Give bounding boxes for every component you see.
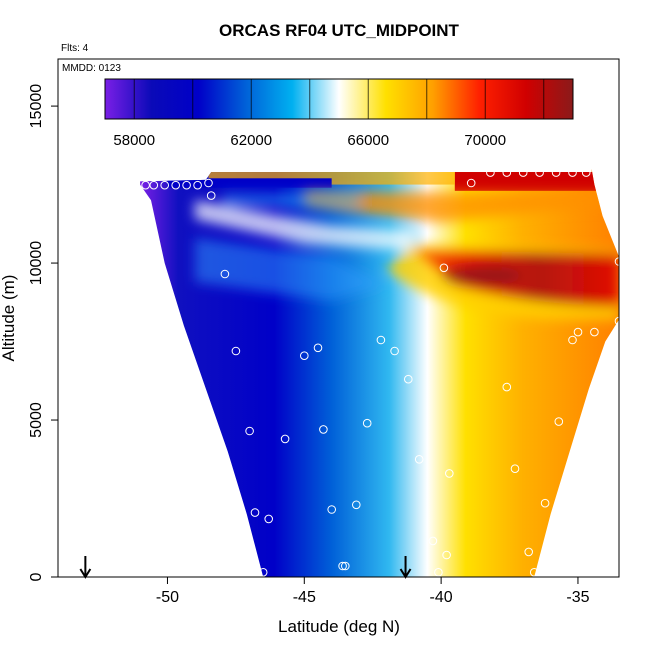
flight-marker: [510, 464, 520, 474]
flight-marker: [182, 180, 191, 190]
flight-markers: [141, 168, 619, 577]
flight-marker: [614, 257, 619, 266]
colorbar: 58000 62000 66000 70000: [104, 78, 574, 149]
flight-marker: [160, 180, 169, 190]
x-tick-label: -50: [156, 589, 179, 606]
position-arrows: [79, 556, 412, 579]
x-axis-label: Latitude (deg N): [278, 617, 400, 636]
flight-marker: [300, 351, 309, 361]
flight-marker: [250, 508, 260, 517]
colorbar-tick-label: 70000: [464, 132, 506, 149]
flight-marker: [551, 168, 561, 177]
flight-marker: [390, 346, 399, 356]
y-tick-label: 15000: [28, 84, 45, 129]
flight-marker: [341, 561, 350, 571]
colorbar-ticks: 58000 62000 66000 70000: [113, 132, 506, 149]
arrow-head: [79, 568, 92, 579]
colorbar-dividers: [133, 79, 545, 119]
flight-marker: [338, 561, 347, 571]
field-structure: [194, 190, 619, 320]
flight-marker: [442, 550, 451, 560]
flight-marker: [518, 168, 528, 177]
position-arrow: [399, 556, 412, 579]
flight-marker: [352, 500, 361, 510]
flight-marker: [231, 346, 241, 356]
y-tick-label: 0: [28, 572, 45, 581]
flight-marker: [540, 498, 550, 508]
flight-marker: [258, 568, 268, 577]
flight-marker: [535, 168, 544, 177]
flight-marker: [319, 425, 328, 434]
flight-marker: [206, 191, 216, 200]
x-tick-label: -35: [566, 589, 589, 606]
field-top-cyan: [222, 193, 360, 207]
flight-marker: [376, 335, 386, 345]
flights-annotation: Flts: 4: [61, 43, 89, 54]
flight-marker: [445, 469, 454, 478]
field-top-blue: [167, 178, 332, 188]
date-annotation: MMDD: 0123: [62, 63, 121, 74]
flight-marker: [581, 168, 591, 177]
flight-marker: [466, 178, 476, 188]
flight-marker: [141, 180, 150, 190]
colorbar-tick-label: 58000: [113, 132, 155, 149]
flight-marker: [404, 374, 413, 384]
x-tick-label: -40: [430, 589, 453, 606]
flight-marker: [486, 168, 495, 177]
flight-marker: [568, 335, 577, 345]
colorbar-gradient: [104, 78, 574, 120]
chart-title: ORCAS RF04 UTC_MIDPOINT: [219, 21, 460, 40]
flight-marker: [524, 547, 534, 557]
flight-marker: [568, 168, 577, 177]
flight-marker: [149, 180, 159, 190]
flight-marker: [171, 180, 180, 190]
field-upper-white: [194, 200, 414, 251]
plot-frame: [57, 58, 620, 578]
flight-marker: [502, 382, 512, 392]
y-tick-label: 10000: [28, 241, 45, 286]
flight-marker: [614, 316, 619, 326]
colorbar-tick-label: 66000: [347, 132, 389, 149]
arrow-head: [399, 568, 412, 579]
flight-marker: [414, 455, 424, 464]
flight-marker: [280, 434, 290, 444]
flight-marker: [428, 536, 438, 546]
flight-marker: [362, 418, 372, 428]
flight-marker: [434, 568, 443, 577]
flight-marker: [313, 343, 323, 353]
field-upper-warm: [304, 190, 619, 223]
y-axis-label: Altitude (m): [0, 275, 18, 362]
flight-marker: [554, 417, 564, 426]
field-upper-cyan: [194, 237, 387, 301]
y-tick-label: 5000: [28, 402, 45, 438]
flight-marker: [601, 188, 610, 197]
flight-marker: [264, 514, 274, 524]
field-dark-core: [442, 265, 523, 286]
flight-marker: [590, 327, 599, 337]
y-axis: 0 5000 10000 15000: [28, 84, 58, 581]
field-warm-top: [454, 172, 619, 191]
flight-marker: [193, 180, 202, 190]
flight-marker: [573, 327, 583, 337]
x-axis: -50 -45 -40 -35: [156, 577, 590, 606]
x-tick-label: -45: [293, 589, 316, 606]
colorbar-tick-label: 62000: [230, 132, 272, 149]
flight-marker: [204, 178, 213, 188]
flight-marker: [327, 505, 337, 514]
flight-marker: [502, 168, 512, 177]
position-arrow: [79, 556, 92, 579]
flight-marker: [529, 568, 539, 577]
flight-marker: [245, 426, 254, 436]
flight-marker: [439, 263, 449, 273]
flight-marker: [220, 269, 230, 279]
